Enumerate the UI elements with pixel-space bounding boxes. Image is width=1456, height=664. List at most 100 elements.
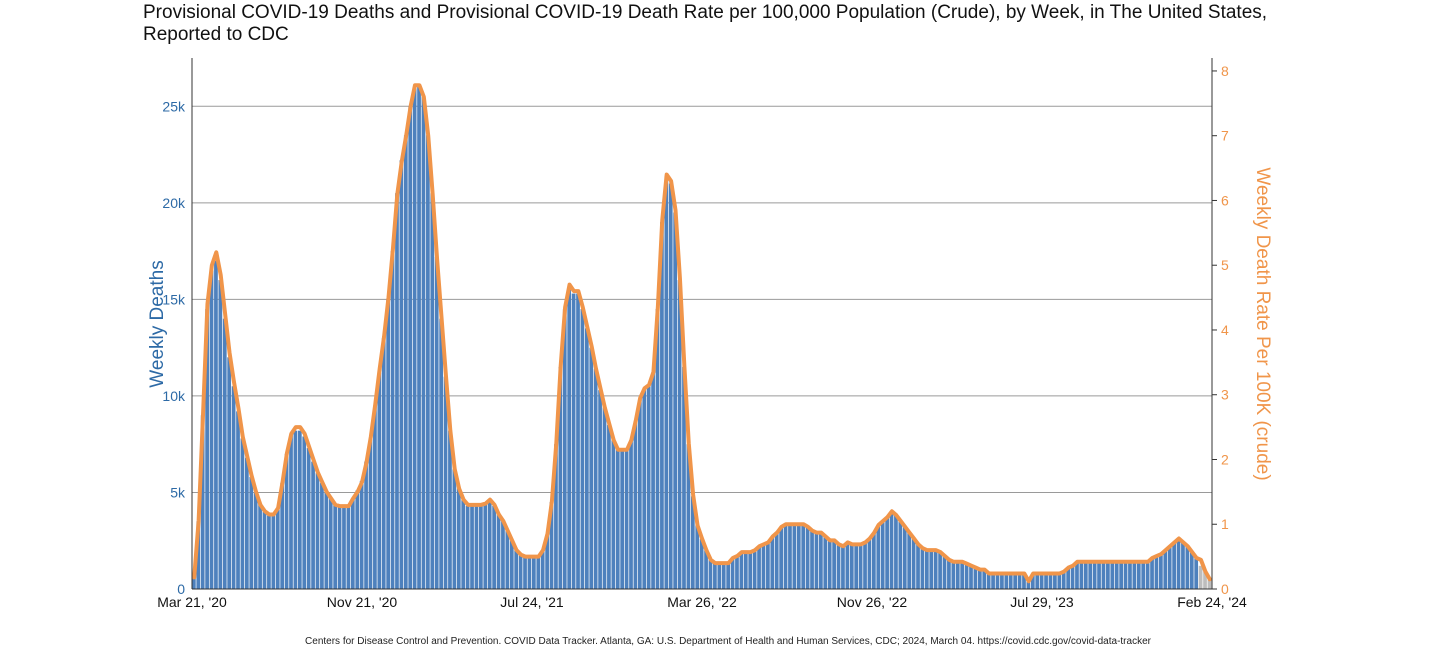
bar bbox=[907, 533, 912, 589]
bar bbox=[933, 550, 938, 589]
bar bbox=[1150, 558, 1154, 589]
bar bbox=[456, 488, 461, 589]
bar bbox=[726, 561, 731, 589]
bar bbox=[832, 540, 836, 589]
bar bbox=[346, 505, 351, 589]
bar bbox=[267, 515, 271, 589]
bar bbox=[607, 424, 611, 589]
bar bbox=[620, 449, 625, 589]
bar bbox=[955, 561, 960, 589]
bar bbox=[810, 531, 814, 589]
bar bbox=[951, 561, 956, 589]
bar bbox=[408, 106, 413, 590]
bar bbox=[704, 550, 708, 589]
left-tick-label: 5k bbox=[170, 484, 186, 500]
bar bbox=[668, 183, 673, 589]
bar bbox=[845, 542, 850, 589]
bar bbox=[1203, 571, 1207, 589]
bar bbox=[532, 556, 536, 589]
bar bbox=[1154, 556, 1159, 589]
bar bbox=[664, 175, 669, 590]
bar bbox=[836, 544, 841, 589]
bar bbox=[558, 366, 563, 589]
bar bbox=[297, 430, 302, 589]
bar bbox=[293, 430, 298, 589]
bar bbox=[562, 309, 567, 589]
bar bbox=[324, 492, 329, 589]
bar bbox=[465, 505, 470, 589]
bar bbox=[863, 542, 867, 589]
bar bbox=[1070, 565, 1075, 589]
bar bbox=[540, 550, 545, 589]
bar bbox=[1097, 561, 1101, 589]
bar bbox=[1075, 561, 1079, 589]
bar bbox=[677, 280, 682, 589]
bar bbox=[249, 477, 254, 589]
bar bbox=[973, 567, 978, 589]
bar bbox=[841, 546, 845, 589]
left-tick-label: 20k bbox=[162, 195, 186, 211]
bar bbox=[991, 573, 995, 589]
bar bbox=[602, 407, 607, 589]
bar bbox=[713, 561, 717, 589]
bar bbox=[986, 573, 991, 589]
bar bbox=[452, 469, 457, 589]
bar bbox=[1039, 573, 1044, 589]
bar bbox=[386, 299, 391, 589]
bar bbox=[545, 534, 549, 589]
bar bbox=[417, 86, 421, 590]
bar bbox=[214, 260, 218, 589]
bar bbox=[240, 438, 245, 589]
bar bbox=[1194, 558, 1199, 589]
bar bbox=[549, 502, 554, 589]
bar bbox=[1079, 561, 1084, 589]
left-tick-label: 10k bbox=[162, 388, 186, 404]
bar bbox=[205, 309, 209, 589]
bar bbox=[1053, 573, 1057, 589]
bar bbox=[395, 193, 399, 589]
bar bbox=[1013, 573, 1018, 589]
bar bbox=[814, 533, 819, 589]
bar bbox=[584, 328, 589, 589]
chart-title-line-1: Provisional COVID-19 Deaths and Provisio… bbox=[143, 2, 1268, 23]
right-tick-label: 3 bbox=[1221, 387, 1229, 403]
bar bbox=[1132, 561, 1137, 589]
bar bbox=[523, 556, 527, 589]
bar bbox=[898, 521, 903, 589]
bar bbox=[1035, 573, 1040, 589]
bar bbox=[209, 270, 214, 589]
bar bbox=[1092, 561, 1097, 589]
bar bbox=[920, 548, 925, 589]
bar bbox=[222, 318, 227, 589]
bar bbox=[823, 536, 828, 589]
bar bbox=[571, 293, 576, 589]
bar bbox=[311, 461, 315, 589]
bar bbox=[743, 552, 748, 589]
bar bbox=[730, 558, 735, 589]
bar bbox=[271, 515, 276, 589]
axes: 0 5k 10k 15k 20k 25k 0 1 2 3 4 5 6 7 8 Mar 21, '20 Nov 2… bbox=[157, 58, 1247, 610]
bar bbox=[412, 86, 417, 590]
right-tick-label: 4 bbox=[1221, 322, 1229, 338]
bar bbox=[942, 556, 947, 589]
bar bbox=[894, 515, 898, 589]
bar bbox=[735, 556, 739, 589]
bar bbox=[651, 372, 655, 589]
bar bbox=[1128, 561, 1132, 589]
bar bbox=[792, 525, 797, 589]
bar bbox=[774, 533, 779, 589]
bar bbox=[593, 368, 598, 589]
bar bbox=[1198, 565, 1203, 589]
bar bbox=[218, 280, 223, 589]
x-tick-label: Mar 21, '20 bbox=[157, 594, 227, 610]
x-tick-label: Jul 29, '23 bbox=[1010, 594, 1074, 610]
bar bbox=[1083, 561, 1088, 589]
bar bbox=[902, 527, 907, 589]
left-tick-label: 15k bbox=[162, 291, 186, 307]
bar bbox=[461, 500, 466, 589]
bar bbox=[505, 531, 510, 589]
bar bbox=[315, 473, 320, 589]
bar bbox=[483, 504, 488, 589]
bar bbox=[430, 193, 435, 589]
